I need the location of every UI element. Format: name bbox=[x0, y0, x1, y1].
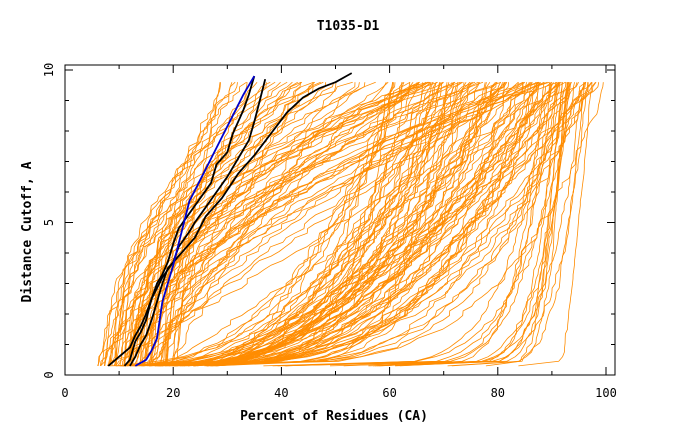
model-curve bbox=[119, 81, 236, 366]
model-curve bbox=[109, 81, 321, 366]
model-curve bbox=[377, 82, 570, 367]
model-curve bbox=[136, 82, 314, 366]
model-curve bbox=[186, 82, 552, 367]
model-curve bbox=[206, 82, 523, 367]
plot-frame bbox=[64, 64, 616, 376]
model-curve bbox=[170, 82, 569, 367]
model-curve bbox=[122, 81, 414, 367]
model-curve bbox=[171, 82, 327, 366]
model-curve bbox=[172, 82, 437, 367]
model-curve bbox=[207, 82, 403, 367]
model-curve bbox=[184, 82, 396, 367]
model-curve bbox=[166, 81, 498, 366]
model-curve bbox=[192, 82, 434, 367]
model-curve bbox=[169, 81, 480, 367]
model-curve bbox=[109, 81, 456, 366]
chart-title: T1035-D1 bbox=[317, 19, 380, 34]
model-curve bbox=[208, 82, 440, 367]
x-tick-label: 0 bbox=[61, 386, 68, 400]
model-curve bbox=[374, 82, 585, 367]
model-curve bbox=[140, 81, 430, 367]
model-curve bbox=[329, 82, 563, 367]
model-curve bbox=[116, 82, 600, 367]
highlight-curve-3 bbox=[129, 72, 353, 367]
model-curve bbox=[133, 81, 303, 367]
model-curve bbox=[132, 81, 461, 366]
model-curve bbox=[142, 82, 441, 367]
model-curve bbox=[139, 81, 502, 366]
model-curve bbox=[97, 81, 548, 366]
model-curve bbox=[518, 82, 593, 367]
x-tick-label: 40 bbox=[274, 386, 288, 400]
model-curve bbox=[164, 82, 586, 367]
model-curve bbox=[132, 81, 302, 366]
y-tick-label: 5 bbox=[42, 219, 56, 226]
model-curve bbox=[114, 81, 429, 366]
model-curve bbox=[216, 82, 443, 367]
model-curve bbox=[451, 82, 569, 367]
y-tick-label: 0 bbox=[42, 371, 56, 378]
model-curve bbox=[447, 82, 585, 367]
model-curve bbox=[285, 82, 550, 367]
model-curve bbox=[130, 81, 411, 366]
model-curve bbox=[135, 82, 503, 367]
model-curve bbox=[139, 82, 505, 366]
model-curve bbox=[272, 82, 556, 367]
highlight-curve-2 bbox=[123, 78, 267, 367]
model-curve bbox=[165, 82, 314, 366]
model-curve bbox=[121, 82, 394, 367]
model-curve bbox=[263, 82, 575, 367]
model-curve bbox=[180, 81, 592, 367]
model-curve bbox=[207, 82, 458, 367]
model-curve bbox=[159, 81, 560, 367]
model-curve bbox=[148, 82, 221, 367]
model-curve bbox=[399, 82, 558, 367]
model-curve bbox=[193, 82, 528, 367]
model-curve bbox=[115, 81, 524, 367]
model-curve bbox=[277, 82, 589, 367]
model-curve bbox=[157, 82, 533, 367]
model-curve bbox=[214, 81, 472, 367]
model-curve bbox=[179, 82, 539, 367]
model-curve bbox=[211, 82, 487, 367]
model-curve bbox=[204, 82, 393, 367]
model-curve bbox=[130, 82, 604, 367]
model-curve bbox=[127, 82, 233, 366]
model-curve bbox=[284, 82, 552, 367]
model-curves-group bbox=[97, 81, 604, 367]
highlight-curve-4 bbox=[134, 75, 256, 367]
model-curve bbox=[109, 82, 536, 367]
x-tick-label: 80 bbox=[491, 386, 505, 400]
highlight-curve-1 bbox=[107, 75, 256, 367]
model-curve bbox=[188, 82, 519, 367]
x-tick-label: 20 bbox=[166, 386, 180, 400]
x-tick-label: 60 bbox=[382, 386, 396, 400]
model-curve bbox=[135, 82, 486, 367]
model-curve bbox=[148, 82, 540, 367]
model-curve bbox=[115, 81, 597, 367]
model-curve bbox=[485, 82, 563, 367]
model-curve bbox=[173, 81, 587, 367]
y-axis-label: Distance Cutoff, A bbox=[20, 161, 35, 302]
model-curve bbox=[144, 82, 360, 366]
model-curve bbox=[187, 82, 481, 367]
x-axis: 0 20 40 60 80 100 bbox=[61, 65, 617, 400]
model-curve bbox=[169, 82, 337, 367]
model-curve bbox=[155, 82, 560, 367]
model-curve bbox=[159, 81, 593, 367]
model-curve bbox=[144, 82, 366, 366]
y-axis: 0 5 10 bbox=[42, 63, 615, 379]
y-tick-label: 10 bbox=[42, 63, 56, 77]
model-curve bbox=[151, 82, 301, 366]
model-curve bbox=[183, 81, 506, 367]
model-curve bbox=[194, 81, 498, 367]
x-tick-label: 100 bbox=[595, 386, 617, 400]
highlight-curves-group bbox=[107, 72, 353, 367]
model-curve bbox=[215, 81, 474, 367]
model-curve bbox=[103, 81, 271, 366]
x-axis-label: Percent of Residues (CA) bbox=[240, 409, 428, 424]
model-curve bbox=[151, 82, 248, 366]
